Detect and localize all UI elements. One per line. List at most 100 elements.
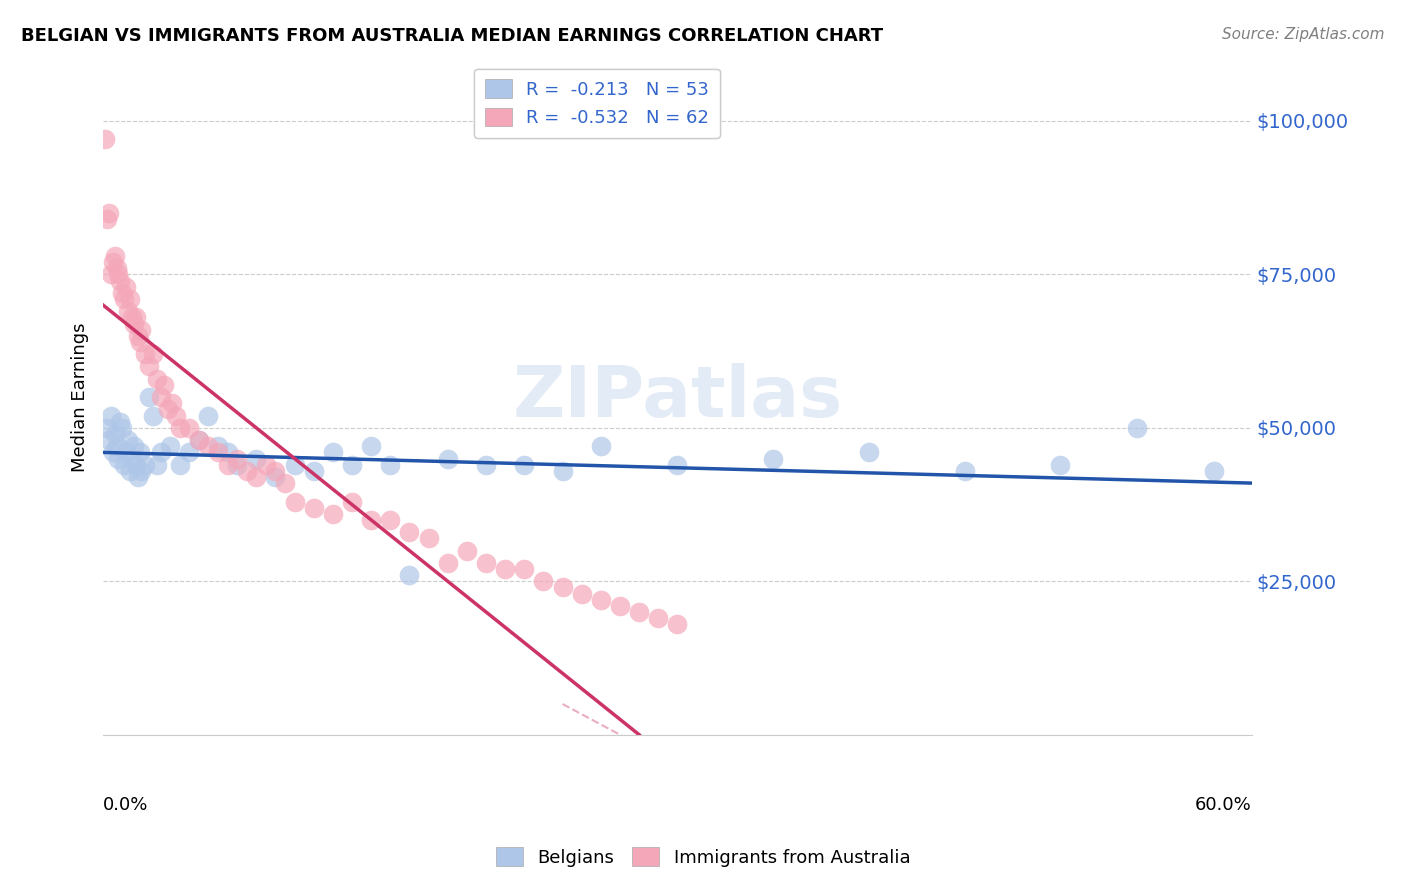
- Point: [145, 458, 167, 472]
- Point: [647, 611, 669, 625]
- Point: [380, 458, 402, 472]
- Point: [666, 617, 689, 632]
- Point: [153, 377, 176, 392]
- Text: 60.0%: 60.0%: [1195, 796, 1251, 814]
- Point: [274, 476, 297, 491]
- Point: [131, 464, 153, 478]
- Point: [197, 409, 219, 423]
- Point: [340, 494, 363, 508]
- Point: [456, 543, 478, 558]
- Point: [121, 451, 143, 466]
- Point: [217, 445, 239, 459]
- Point: [380, 513, 402, 527]
- Point: [264, 470, 287, 484]
- Point: [226, 451, 249, 466]
- Point: [160, 396, 183, 410]
- Point: [145, 372, 167, 386]
- Point: [124, 458, 146, 472]
- Point: [138, 390, 160, 404]
- Point: [245, 451, 267, 466]
- Point: [207, 445, 229, 459]
- Point: [127, 470, 149, 484]
- Point: [858, 445, 880, 459]
- Point: [115, 445, 138, 459]
- Point: [142, 409, 165, 423]
- Point: [149, 445, 172, 459]
- Point: [551, 464, 574, 478]
- Point: [111, 285, 134, 300]
- Point: [104, 249, 127, 263]
- Point: [115, 279, 138, 293]
- Point: [1126, 421, 1149, 435]
- Legend: R =  -0.213   N = 53, R =  -0.532   N = 62: R = -0.213 N = 53, R = -0.532 N = 62: [474, 69, 720, 138]
- Point: [100, 268, 122, 282]
- Point: [134, 458, 156, 472]
- Point: [533, 574, 555, 589]
- Point: [436, 451, 458, 466]
- Point: [360, 513, 382, 527]
- Point: [628, 605, 651, 619]
- Point: [264, 464, 287, 478]
- Point: [157, 402, 180, 417]
- Text: ZIPatlas: ZIPatlas: [512, 363, 842, 432]
- Point: [111, 421, 134, 435]
- Point: [398, 525, 420, 540]
- Y-axis label: Median Earnings: Median Earnings: [72, 322, 89, 472]
- Point: [96, 212, 118, 227]
- Point: [97, 433, 120, 447]
- Point: [94, 132, 117, 146]
- Point: [110, 274, 132, 288]
- Point: [302, 464, 325, 478]
- Text: 0.0%: 0.0%: [103, 796, 149, 814]
- Point: [322, 507, 344, 521]
- Point: [101, 445, 124, 459]
- Point: [97, 206, 120, 220]
- Point: [122, 439, 145, 453]
- Point: [245, 470, 267, 484]
- Point: [159, 439, 181, 453]
- Point: [284, 494, 307, 508]
- Point: [124, 310, 146, 325]
- Point: [112, 458, 135, 472]
- Point: [117, 304, 139, 318]
- Point: [179, 421, 201, 435]
- Point: [589, 592, 612, 607]
- Point: [134, 347, 156, 361]
- Point: [217, 458, 239, 472]
- Point: [284, 458, 307, 472]
- Point: [513, 562, 536, 576]
- Legend: Belgians, Immigrants from Australia: Belgians, Immigrants from Australia: [488, 840, 918, 874]
- Point: [105, 261, 128, 276]
- Point: [475, 556, 498, 570]
- Point: [436, 556, 458, 570]
- Point: [207, 439, 229, 453]
- Point: [494, 562, 516, 576]
- Point: [104, 427, 127, 442]
- Point: [1202, 464, 1225, 478]
- Point: [551, 581, 574, 595]
- Point: [187, 433, 209, 447]
- Point: [513, 458, 536, 472]
- Point: [117, 433, 139, 447]
- Point: [589, 439, 612, 453]
- Point: [105, 439, 128, 453]
- Point: [127, 328, 149, 343]
- Point: [142, 347, 165, 361]
- Point: [226, 458, 249, 472]
- Point: [398, 568, 420, 582]
- Point: [96, 421, 118, 435]
- Point: [322, 445, 344, 459]
- Point: [107, 451, 129, 466]
- Point: [953, 464, 976, 478]
- Point: [571, 586, 593, 600]
- Point: [418, 532, 440, 546]
- Point: [666, 458, 689, 472]
- Point: [107, 268, 129, 282]
- Point: [360, 439, 382, 453]
- Point: [110, 415, 132, 429]
- Point: [149, 390, 172, 404]
- Point: [475, 458, 498, 472]
- Point: [122, 317, 145, 331]
- Point: [762, 451, 785, 466]
- Point: [179, 445, 201, 459]
